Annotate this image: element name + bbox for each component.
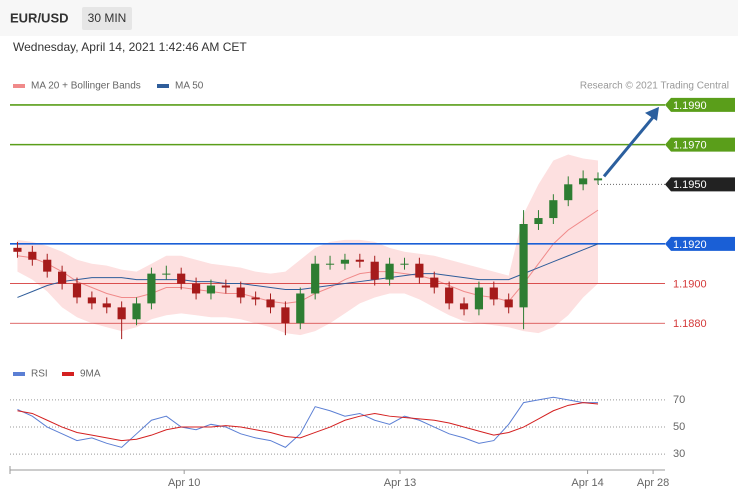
candle-body: [459, 303, 469, 310]
candle-body: [72, 283, 82, 298]
candle-body: [191, 283, 201, 294]
indicator-tick-label: 50: [673, 421, 685, 433]
forecast-arrow: [602, 113, 657, 178]
legend-bands-swatch: [13, 84, 25, 88]
candle-body: [325, 263, 335, 265]
candle-body: [534, 218, 543, 225]
x-tick-label: Apr 14: [571, 477, 603, 489]
x-tick-label: Apr 10: [168, 477, 200, 489]
legend-9ma: 9MA: [80, 369, 101, 380]
candle-body: [13, 247, 22, 252]
legend-rsi-swatch: [13, 372, 25, 376]
candle-body: [355, 259, 364, 262]
timeframe-box: [82, 7, 132, 30]
candle-body: [43, 259, 52, 272]
candle-body: [519, 224, 528, 308]
candle-body: [266, 299, 275, 308]
level-tag: [665, 177, 735, 192]
x-tick-label: Apr 28: [637, 477, 669, 489]
candle-body: [549, 200, 558, 219]
level-label: 1.1950: [673, 179, 707, 191]
indicator-line: [17, 402, 599, 442]
candle-body: [445, 287, 454, 304]
candle-body: [593, 178, 603, 181]
candle-body: [385, 263, 394, 280]
candle-body: [117, 307, 126, 320]
level-label: 1.1880: [673, 318, 707, 330]
candle-body: [489, 287, 498, 300]
level-label: 1.1920: [673, 239, 707, 251]
legend-ma50-swatch: [157, 84, 169, 88]
candle-body: [370, 261, 379, 280]
candle-body: [206, 285, 216, 294]
x-tick-label: Apr 13: [384, 477, 416, 489]
candle-body: [236, 287, 245, 298]
level-tag: [665, 137, 735, 152]
candle-body: [564, 184, 573, 201]
timeframe: 30 MIN: [88, 11, 127, 25]
level-tag: [665, 236, 735, 251]
forecast-arrowhead: [645, 106, 659, 121]
candle-body: [147, 273, 156, 304]
legend-9ma-swatch: [62, 372, 74, 376]
candle-body: [296, 293, 305, 324]
candle-body: [28, 251, 37, 260]
candle-body: [400, 263, 409, 265]
candle-body: [58, 271, 67, 284]
bollinger-area: [17, 154, 599, 336]
level-tag: [665, 97, 735, 112]
level-label: 1.1970: [673, 140, 707, 152]
candle-body: [251, 297, 260, 300]
symbol: EUR/USD: [10, 10, 69, 25]
candle-body: [221, 285, 230, 288]
legend-ma50: MA 50: [175, 81, 204, 92]
level-label: 1.1990: [673, 100, 707, 112]
subtitle: Wednesday, April 14, 2021 1:42:46 AM CET: [13, 40, 247, 54]
candle-body: [504, 299, 513, 308]
candle-body: [474, 287, 484, 310]
ma50-line: [17, 243, 599, 298]
candle-body: [579, 178, 588, 185]
legend-rsi: RSI: [31, 369, 48, 380]
candle-body: [430, 277, 439, 288]
candle-body: [281, 307, 290, 324]
candle-body: [162, 273, 171, 275]
candle-body: [132, 303, 141, 320]
indicator-tick-label: 70: [673, 394, 685, 406]
candle-body: [87, 297, 96, 304]
indicator-line: [17, 396, 599, 448]
candle-body: [340, 259, 350, 264]
legend-bands: MA 20 + Bollinger Bands: [31, 81, 141, 92]
indicator-tick-label: 30: [673, 448, 685, 460]
ma20-line: [17, 209, 599, 304]
candle-body: [177, 273, 186, 284]
credit: Research © 2021 Trading Central: [580, 81, 729, 92]
candle-body: [102, 303, 111, 308]
level-label: 1.1900: [673, 278, 707, 290]
candle-body: [311, 263, 320, 294]
candle-body: [415, 263, 424, 278]
